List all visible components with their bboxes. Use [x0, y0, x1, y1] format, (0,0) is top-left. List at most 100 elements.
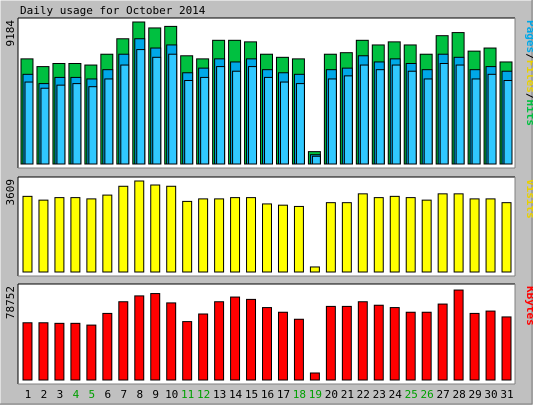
kbytes-bar: [214, 301, 225, 381]
x-tick-label: 17: [277, 388, 290, 401]
x-tick-label: 29: [468, 388, 481, 401]
ymax-label-3: 78752: [4, 286, 17, 319]
visits-bar: [38, 199, 49, 273]
x-tick-label: 16: [261, 388, 274, 401]
visits-bar: [118, 185, 129, 273]
visits-bar: [198, 198, 209, 273]
x-tick-label: 4: [73, 388, 80, 401]
kbytes-bar: [70, 322, 81, 381]
x-tick-label: 22: [357, 388, 370, 401]
visits-bar: [389, 195, 400, 273]
kbytes-bar: [293, 318, 304, 381]
visits-bar: [373, 197, 384, 273]
pages-bar: [56, 84, 66, 165]
pages-bar: [264, 76, 273, 165]
pages-bar: [391, 64, 401, 165]
pages-bar: [471, 78, 481, 165]
pages-bar: [343, 75, 353, 165]
visits-bar: [214, 198, 225, 273]
pages-bar: [423, 78, 433, 165]
pages-bar: [248, 66, 258, 165]
pages-bar: [136, 49, 146, 165]
kbytes-bar: [389, 307, 400, 381]
pages-bar: [232, 70, 242, 165]
x-tick-label: 2: [41, 388, 48, 401]
x-tick-label: 1: [25, 388, 32, 401]
pages-bar: [295, 83, 305, 165]
x-tick-label: 23: [373, 388, 386, 401]
panel-1: 9184 Pages/Files/Hits: [4, 17, 533, 169]
x-tick-label: 25: [405, 388, 418, 401]
kbytes-bar: [198, 313, 209, 381]
panel-3: 78752 KBytes: [4, 283, 533, 385]
x-tick-label: 9: [152, 388, 159, 401]
visits-bar: [134, 180, 145, 273]
pages-bar: [184, 80, 194, 165]
pages-bar: [152, 56, 162, 165]
visits-bar: [277, 204, 288, 273]
kbytes-bar: [437, 303, 448, 381]
kbytes-bar: [341, 305, 352, 381]
panel-2: 3609 Visits: [4, 176, 533, 277]
visits-bar: [54, 197, 65, 273]
pages-bar: [327, 78, 337, 165]
kbytes-bar: [485, 310, 496, 381]
visits-bar: [230, 197, 241, 273]
x-tick-label: 19: [309, 388, 322, 401]
kbytes-bar: [405, 311, 416, 381]
kbytes-bar: [277, 311, 288, 381]
ymax-label-2: 3609: [4, 179, 17, 206]
visits-bar: [262, 203, 272, 273]
pages-bar: [311, 155, 321, 165]
kbytes-bar: [246, 298, 257, 381]
visits-bar: [469, 198, 480, 273]
visits-bar: [22, 195, 33, 273]
x-tick-label: 12: [197, 388, 210, 401]
pages-bar: [375, 69, 385, 165]
pages-bar: [279, 81, 289, 165]
visits-bar: [437, 193, 448, 273]
visits-bar: [86, 198, 97, 273]
pages-bar: [168, 53, 178, 165]
kbytes-bar: [54, 322, 65, 381]
pages-bar: [455, 64, 465, 165]
kbytes-bar: [357, 301, 368, 381]
kbytes-bar: [22, 322, 33, 381]
x-tick-label: 24: [389, 388, 403, 401]
kbytes-bar: [38, 322, 49, 381]
pages-bar: [359, 64, 369, 165]
visits-bar: [166, 185, 177, 273]
pages-bar: [200, 76, 210, 165]
x-tick-label: 13: [213, 388, 226, 401]
x-tick-label: 11: [181, 388, 194, 401]
x-tick-label: 28: [452, 388, 465, 401]
pages-bar: [88, 86, 98, 165]
x-tick-label: 5: [89, 388, 96, 401]
kbytes-bar: [230, 296, 241, 381]
pages-bar: [216, 66, 226, 165]
visits-bar: [246, 197, 257, 273]
kbytes-bar: [134, 295, 145, 381]
kbytes-bar: [86, 324, 97, 381]
pages-bar: [24, 81, 34, 165]
kbytes-bar: [373, 304, 384, 381]
visits-bar: [325, 202, 336, 273]
kbytes-bar: [453, 289, 464, 381]
x-tick-label: 3: [57, 388, 64, 401]
visits-bar: [341, 202, 352, 273]
kbytes-bar: [501, 316, 512, 381]
x-tick-label: 10: [165, 388, 178, 401]
visits-bar: [501, 202, 512, 273]
visits-bar: [357, 193, 368, 273]
ylabel-3: KBytes: [524, 286, 533, 326]
x-tick-label: 21: [341, 388, 354, 401]
x-tick-label: 8: [136, 388, 143, 401]
visits-bar: [70, 197, 81, 273]
ylabel-2: Visits: [524, 179, 533, 219]
kbytes-bar: [469, 312, 480, 381]
visits-bar: [405, 197, 416, 273]
pages-bar: [72, 83, 82, 165]
ylabel-1: Pages/Files/Hits: [524, 20, 533, 126]
visits-bar: [309, 266, 320, 273]
